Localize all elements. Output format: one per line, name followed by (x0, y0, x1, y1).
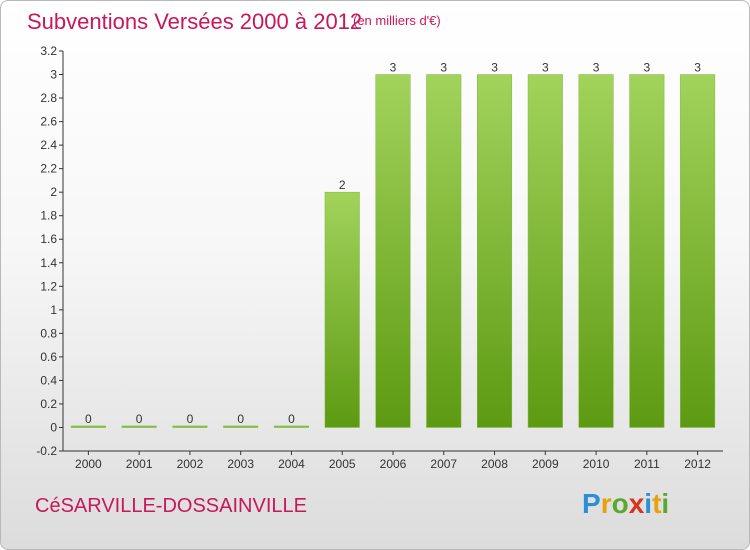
y-tick-label: 0.6 (40, 350, 57, 364)
x-tick-label: 2004 (278, 457, 305, 471)
bar-2011 (629, 74, 665, 428)
logo-letter: t (652, 488, 662, 519)
x-tick-label: 2003 (227, 457, 254, 471)
bar-value-label: 3 (593, 61, 600, 75)
x-tick-label: 2002 (177, 457, 204, 471)
bar-2000 (70, 425, 106, 428)
x-tick-label: 2000 (75, 457, 102, 471)
bar-value-label: 3 (491, 61, 498, 75)
bar-2012 (680, 74, 716, 428)
bar-value-label: 0 (288, 412, 295, 426)
y-tick-label: 2.4 (40, 138, 57, 152)
bar-2009 (527, 74, 563, 428)
bar-value-label: 2 (339, 178, 346, 192)
x-tick-label: 2009 (532, 457, 559, 471)
bar-value-label: 3 (694, 61, 701, 75)
logo-letter: P (582, 488, 601, 519)
x-tick-label: 2001 (126, 457, 153, 471)
proxiti-logo: Proxiti (582, 488, 669, 520)
bar-value-label: 0 (237, 412, 244, 426)
y-tick-label: 0.4 (40, 373, 57, 387)
x-tick-label: 2008 (481, 457, 508, 471)
y-tick-label: 1 (50, 303, 57, 317)
x-tick-label: 2007 (430, 457, 457, 471)
chart-title: Subventions Versées 2000 à 2012 (27, 9, 363, 34)
y-tick-label: 2.2 (40, 162, 57, 176)
bar-value-label: 0 (85, 412, 92, 426)
unit-note: (en milliers d'€) (353, 13, 441, 28)
bar-value-label: 3 (644, 61, 651, 75)
logo-letter: o (611, 488, 629, 519)
bar-2004 (273, 425, 309, 428)
x-tick-label: 2010 (583, 457, 610, 471)
y-tick-label: 1.6 (40, 232, 57, 246)
logo-letter: i (661, 488, 670, 519)
x-tick-label: 2011 (634, 457, 660, 471)
x-tick-label: 2006 (380, 457, 407, 471)
y-tick-label: 0.8 (40, 326, 57, 340)
y-tick-label: 1.4 (40, 256, 57, 270)
bar-2006 (375, 74, 411, 428)
commune-name: CéSARVILLE-DOSSAINVILLE (35, 495, 307, 517)
y-tick-label: 2.8 (40, 91, 57, 105)
bar-value-label: 3 (440, 61, 447, 75)
y-tick-label: 2 (50, 185, 57, 199)
y-tick-label: 0 (50, 420, 57, 434)
logo-letter: r (600, 488, 612, 519)
bar-value-label: 3 (390, 61, 397, 75)
y-tick-label: 1.2 (40, 279, 57, 293)
y-tick-label: 3.2 (40, 44, 57, 58)
bar-2005 (324, 191, 360, 428)
bar-2007 (426, 74, 462, 428)
y-tick-label: 1.8 (40, 209, 57, 223)
logo-letter: x (628, 488, 645, 519)
bar-2002 (172, 425, 208, 428)
y-tick-label: 3 (50, 68, 57, 82)
bar-2008 (477, 74, 513, 428)
bar-2010 (578, 74, 614, 428)
bar-value-label: 0 (136, 412, 143, 426)
logo-letter: i (644, 488, 653, 519)
y-tick-label: 0.2 (40, 397, 57, 411)
bar-value-label: 0 (187, 412, 194, 426)
y-tick-label: -0.2 (36, 444, 57, 458)
x-tick-label: 2012 (684, 457, 711, 471)
bar-value-label: 3 (542, 61, 549, 75)
bar-2001 (121, 425, 157, 428)
x-tick-label: 2005 (329, 457, 356, 471)
bar-2003 (223, 425, 259, 428)
y-tick-label: 2.6 (40, 115, 57, 129)
